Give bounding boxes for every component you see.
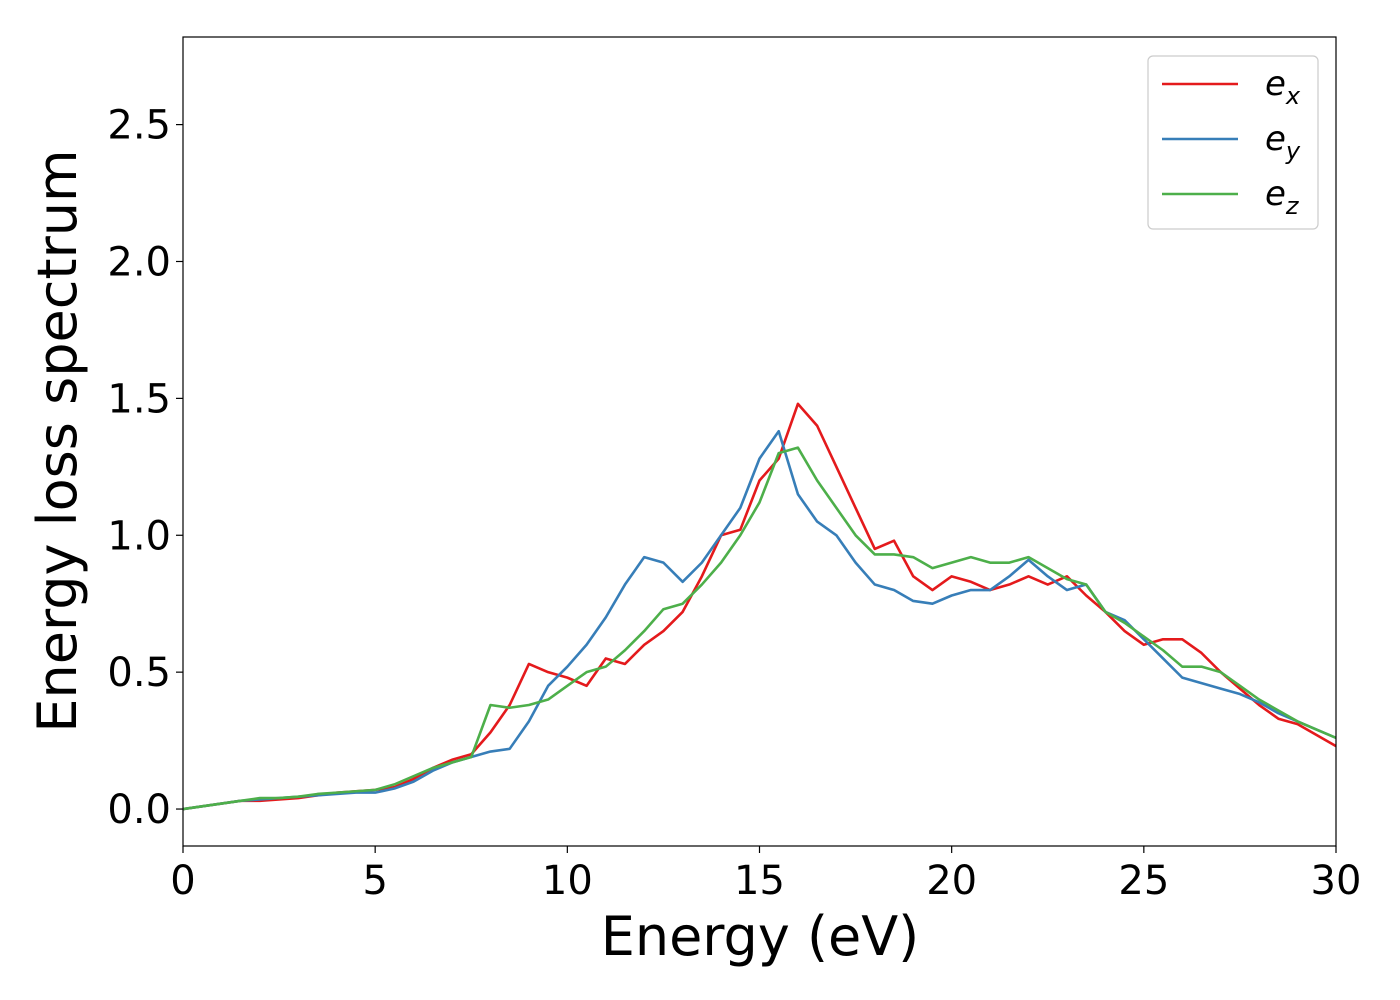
x-axis-label: Energy (eV) (601, 905, 920, 968)
x-tick-label: 0 (170, 858, 195, 904)
y-tick-label: 1.5 (107, 376, 171, 422)
legend-label: ex (1265, 64, 1301, 110)
y-axis-label: Energy loss spectrum (26, 149, 89, 732)
y-tick-label: 2.0 (107, 239, 171, 285)
legend-label: ey (1265, 119, 1301, 165)
x-tick-label: 25 (1118, 858, 1169, 904)
legend-label-base: e (1265, 119, 1286, 159)
legend-label-sub: z (1285, 192, 1300, 220)
legend-label: ez (1265, 174, 1300, 220)
series-line (183, 429, 1336, 811)
plot-frame (182, 36, 1337, 847)
x-tick-label: 10 (542, 858, 593, 904)
legend-label-sub: x (1285, 82, 1301, 110)
x-tick-label: 30 (1311, 858, 1362, 904)
series-line (183, 446, 1336, 811)
y-tick-label: 1.0 (107, 513, 171, 559)
legend-box (1147, 55, 1319, 230)
legend-label-base: e (1265, 64, 1286, 104)
y-tick-label: 2.5 (107, 103, 171, 149)
y-tick-label: 0.0 (107, 787, 171, 833)
y-tick-label: 0.5 (107, 650, 171, 696)
x-tick-label: 20 (926, 858, 977, 904)
x-tick-label: 5 (362, 858, 387, 904)
x-tick-label: 15 (734, 858, 785, 904)
legend-label-sub: y (1285, 137, 1301, 165)
legend-label-base: e (1265, 174, 1286, 214)
